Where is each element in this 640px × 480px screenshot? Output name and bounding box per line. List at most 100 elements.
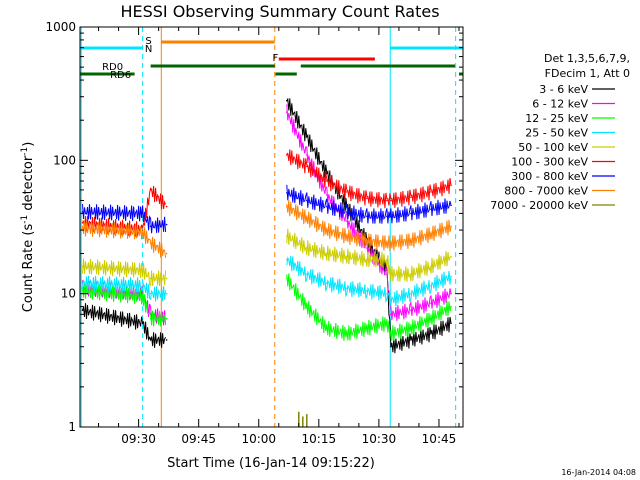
- data-point: [346, 211, 348, 213]
- legend-label: 800 - 7000 keV: [504, 185, 588, 198]
- x-tick-label: 10:45: [422, 432, 457, 446]
- legend-header-line-1: Det 1,3,5,6,7,9,: [544, 52, 630, 65]
- data-point: [141, 269, 144, 271]
- data-point: [81, 227, 84, 229]
- data-point: [450, 305, 452, 308]
- data-point: [346, 191, 348, 193]
- data-point: [386, 273, 388, 275]
- chart-title: HESSI Observing Summary Count Rates: [120, 2, 439, 21]
- data-point: [149, 317, 152, 320]
- data-point: [165, 205, 168, 208]
- data-point: [410, 327, 412, 330]
- data-point: [141, 231, 144, 233]
- data-point: [346, 220, 348, 222]
- data-point: [326, 327, 328, 330]
- data-point: [346, 235, 348, 237]
- data-point: [390, 333, 392, 335]
- data-point: [366, 247, 368, 249]
- series-line: [286, 273, 452, 341]
- data-point: [149, 292, 152, 295]
- data-point: [386, 292, 388, 295]
- footer-date: 16-Jan-2014 04:08: [561, 468, 636, 477]
- data-point: [366, 197, 368, 199]
- data-point: [390, 298, 392, 301]
- data-point: [410, 292, 412, 295]
- y-tick-label: 100: [53, 153, 76, 167]
- legend-label: 12 - 25 keV: [525, 112, 588, 125]
- data-point: [450, 204, 452, 207]
- data-point: [430, 265, 432, 268]
- data-point: [285, 192, 288, 194]
- data-point: [366, 327, 368, 330]
- data-point: [165, 339, 168, 341]
- y-axis-label-part: ): [21, 142, 36, 147]
- y-axis-label-part: Count Rate (s: [21, 224, 36, 313]
- legend-header-line-2: FDecim 1, Att 0: [545, 67, 630, 80]
- data-point: [450, 255, 452, 258]
- x-axis: 09:30 09:45 10:00 10:15 10:30 10:45: [98, 27, 460, 446]
- data-series: [81, 97, 452, 427]
- y-axis: 1 10 100 1000: [45, 20, 463, 434]
- data-point: [346, 255, 348, 258]
- data-point: [410, 339, 412, 341]
- data-point: [285, 205, 288, 208]
- x-tick-label: 10:00: [241, 432, 276, 446]
- data-point: [386, 215, 388, 218]
- series-line: [286, 200, 452, 251]
- data-point: [386, 199, 388, 202]
- series-line: [82, 258, 167, 287]
- data-point: [346, 333, 348, 335]
- y-axis-label: Count Rate (s-1 detector-1): [20, 142, 36, 313]
- data-point: [450, 292, 452, 295]
- plot-frame: [79, 26, 464, 428]
- data-point: [306, 305, 308, 308]
- marker-label: F: [273, 53, 279, 64]
- y-tick-label: 1: [68, 420, 76, 434]
- data-point: [141, 322, 144, 325]
- data-point: [450, 275, 452, 278]
- series-line: [82, 203, 167, 234]
- data-point: [430, 333, 432, 335]
- data-point: [326, 180, 328, 182]
- y-tick-label: 1000: [45, 20, 76, 34]
- data-point: [81, 290, 84, 292]
- data-point: [306, 136, 308, 138]
- data-point: [386, 242, 388, 244]
- series-line: [286, 228, 452, 282]
- data-point: [165, 317, 168, 320]
- data-point: [450, 322, 452, 325]
- legend-label: 300 - 800 keV: [511, 170, 588, 183]
- data-point: [390, 345, 392, 348]
- data-point: [81, 309, 84, 312]
- series-line: [82, 275, 167, 302]
- legend-label: 100 - 300 keV: [511, 156, 588, 169]
- data-point: [141, 284, 144, 287]
- x-tick-label: 10:30: [362, 432, 397, 446]
- data-point: [326, 252, 328, 255]
- data-point: [386, 322, 388, 325]
- data-point: [285, 154, 288, 156]
- data-point: [306, 273, 308, 275]
- data-point: [141, 212, 144, 215]
- data-point: [390, 215, 392, 218]
- data-point: [430, 208, 432, 211]
- legend-label: 7000 - 20000 keV: [490, 199, 588, 212]
- series: [81, 149, 452, 237]
- data-point: [306, 165, 308, 168]
- data-point: [346, 287, 348, 289]
- data-point: [450, 225, 452, 228]
- data-point: [366, 290, 368, 292]
- data-point: [430, 302, 432, 304]
- data-point: [386, 258, 388, 261]
- data-point: [390, 273, 392, 275]
- data-point: [450, 184, 452, 187]
- marker-label: RD0: [102, 62, 123, 73]
- data-point: [285, 99, 288, 102]
- data-point: [326, 282, 328, 284]
- data-point: [149, 277, 152, 280]
- data-point: [366, 258, 368, 261]
- marker-label: N: [145, 44, 152, 55]
- y-tick-label: 10: [61, 287, 76, 301]
- legend: Det 1,3,5,6,7,9, FDecim 1, Att 0 3 - 6 k…: [490, 52, 630, 212]
- data-point: [306, 217, 308, 219]
